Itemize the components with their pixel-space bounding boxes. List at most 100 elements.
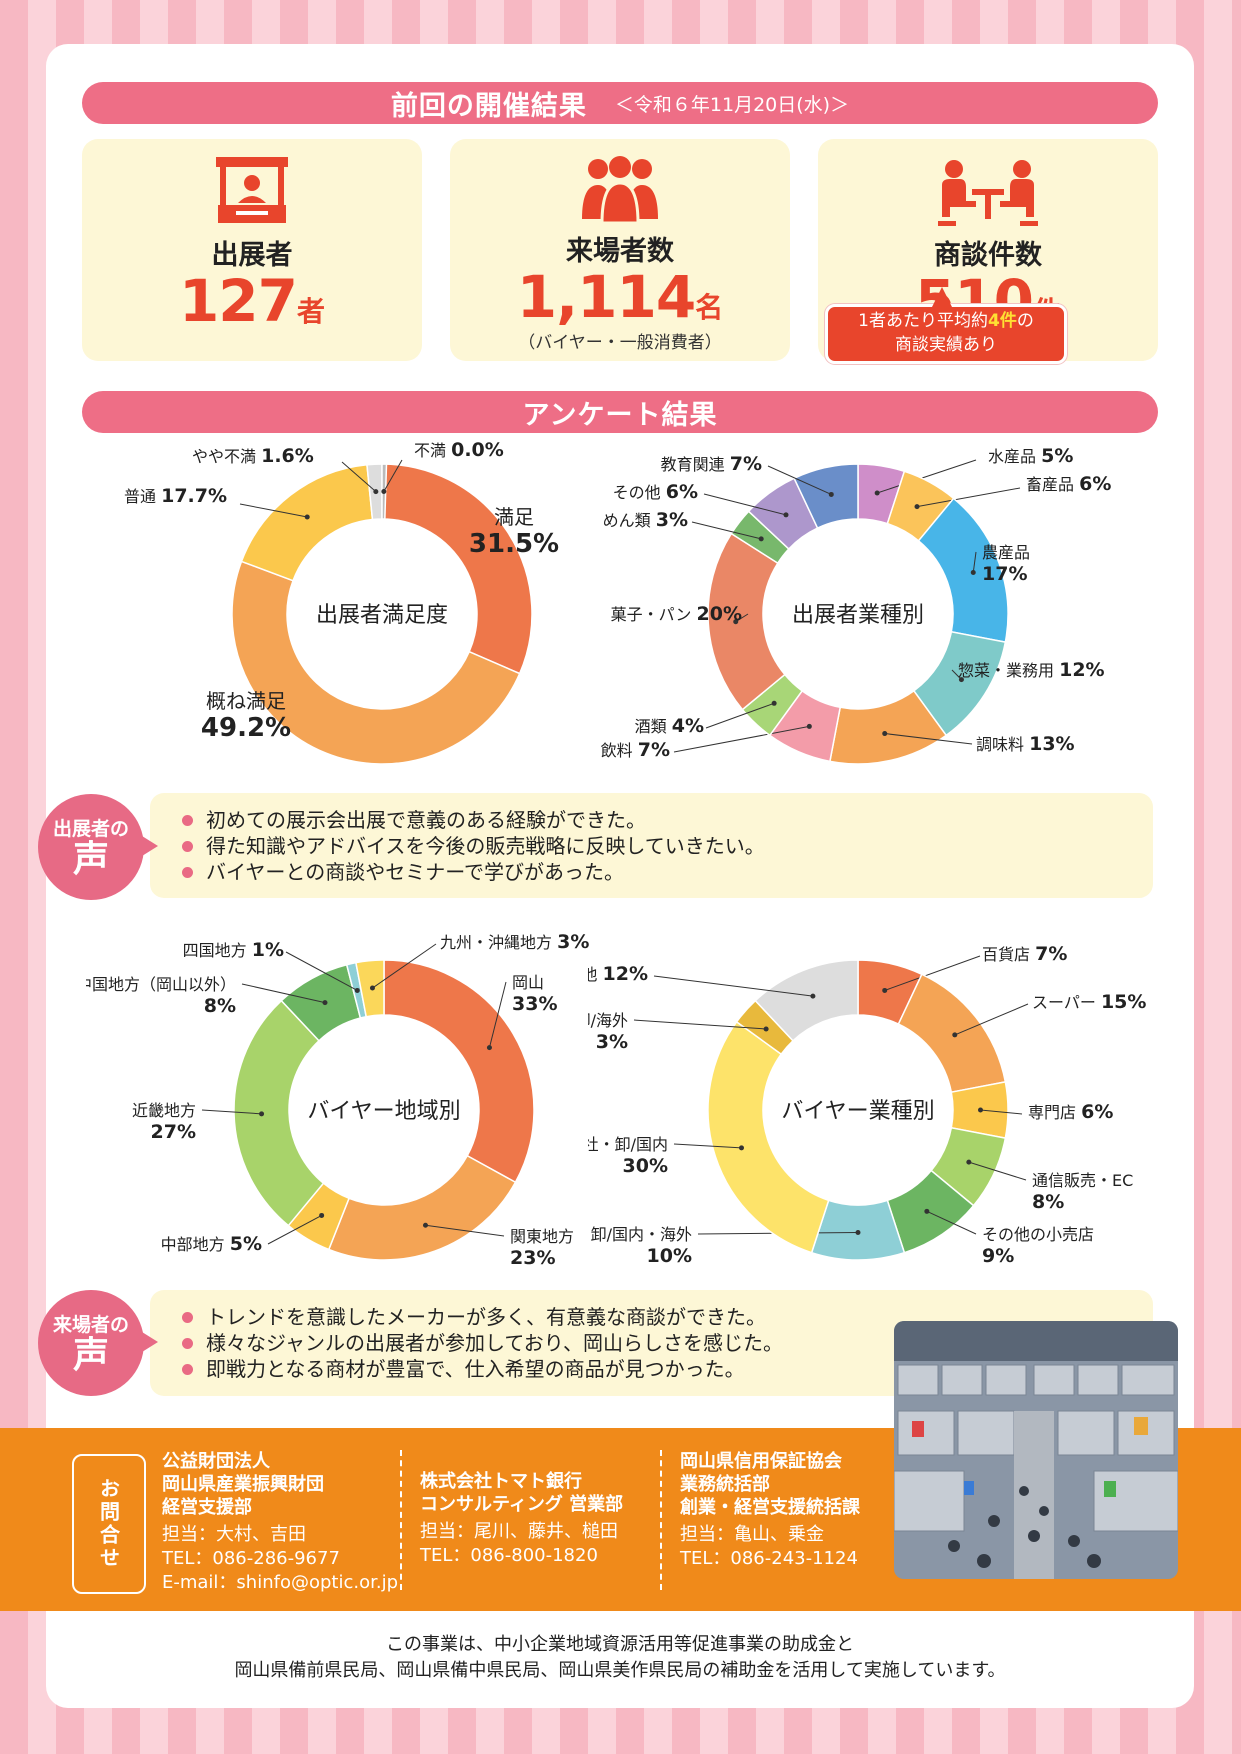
- badge-small-text: 出展者の: [52, 818, 129, 840]
- leader-line: [673, 1143, 742, 1149]
- callout-text-a: 1者あたり平均約: [858, 311, 988, 331]
- leader-line: [372, 943, 437, 989]
- segment-label: 九州・沖縄地方 3%: [440, 931, 589, 953]
- funding-note-line2: 岡山県備前県民局、岡山県備中県民局、岡山県美作県民局の補助金を活用して実施してい…: [234, 1660, 1006, 1681]
- org-person: 担当：尾川、藤井、槌田: [420, 1521, 618, 1542]
- segment-label: やや不満 1.6%: [192, 445, 314, 467]
- segment-label: 菓子・パン 20%: [611, 603, 742, 625]
- donut-segment: [793, 463, 859, 530]
- badge-big-text: 声: [72, 1335, 109, 1376]
- exhibitor-satisfaction-chart: 満足 31.5% 概ね満足 49.2% 普通 17.7% やや不満 1.6% 不満 0.0%…: [124, 440, 559, 765]
- survey-banner: アンケート結果: [82, 391, 1158, 433]
- leader-dot: [738, 1145, 744, 1151]
- meeting-icon: [938, 160, 1038, 226]
- segment-label: 満足 31.5%: [469, 505, 559, 559]
- leader-line: [972, 551, 977, 573]
- leader-line: [735, 613, 749, 623]
- donut-segment: [707, 1020, 830, 1254]
- contact-org-3: 岡山県信用保証協会 業務統括部 創業・経営支援統括課 担当：亀山、乗金 TEL：…: [680, 1450, 860, 1571]
- chart-title: バイヤー地域別: [307, 1099, 460, 1124]
- leader-line: [951, 669, 962, 680]
- meeting-average-callout: 1者あたり平均約4件の 商談実績あり: [825, 287, 1067, 364]
- org-name-line: 公益財団法人: [162, 1451, 270, 1472]
- leader-line: [267, 1214, 322, 1245]
- segment-label: 農産品 17%: [982, 543, 1030, 585]
- org-name-line: 業務統括部: [680, 1474, 770, 1495]
- segment-label: 教育関連 7%: [661, 453, 762, 475]
- leader-line: [884, 733, 973, 745]
- org-name-line: 株式会社トマト銀行: [420, 1471, 582, 1492]
- leader-line: [705, 702, 775, 729]
- segment-label: 普通 17.7%: [124, 485, 227, 507]
- org-name-line: 岡山県信用保証協会: [680, 1451, 842, 1472]
- leader-line: [341, 461, 377, 493]
- leader-dot: [322, 1000, 328, 1006]
- divider: [400, 1450, 402, 1590]
- stat-card-visitors: 来場者数 1,114名 （バイヤー・一般消費者）: [450, 139, 790, 361]
- leader-line: [691, 521, 762, 540]
- leader-line: [383, 459, 403, 492]
- exhibition-hall-illustration: [894, 1321, 1178, 1579]
- segment-label: 酒類 4%: [635, 715, 704, 737]
- badge-big-text: 声: [72, 839, 109, 880]
- org-tel[interactable]: TEL：086-243-1124: [680, 1548, 858, 1569]
- donut-segment: [327, 1154, 517, 1261]
- leader-line: [488, 981, 507, 1048]
- divider: [660, 1450, 662, 1590]
- voice-item: トレンドを意識したメーカーが多く、有意義な商談ができた。: [180, 1304, 1153, 1330]
- segment-label: めん類 3%: [603, 509, 688, 531]
- chart-title: 出展者満足度: [316, 603, 448, 628]
- exhibition-photo: [894, 1321, 1178, 1579]
- donut-segment: [381, 463, 533, 675]
- voice-item: バイヤーとの商談やセミナーで学びがあった。: [180, 859, 1153, 885]
- stat-unit: 名: [695, 291, 724, 324]
- buyer-region-chart: 岡山 33% 関東地方 23% 中部地方 5% 近畿地方 27% 中国地方（岡山以外） 8% 四国…: [86, 931, 589, 1269]
- segment-label: 畜産品 6%: [1026, 473, 1111, 495]
- org-tel[interactable]: TEL：086-800-1820: [420, 1545, 598, 1566]
- stat-note: （バイヤー・一般消費者）: [518, 333, 722, 353]
- segment-label: その他 12%: [588, 963, 648, 985]
- exhibitor-voice-box: 初めての展示会出展で意義のある経験ができた。 得た知識やアドバイスを今後の販売戦…: [150, 793, 1153, 898]
- funding-note: この事業は、中小企業地域資源活用等促進事業の助成金と 岡山県備前県民局、岡山県備…: [46, 1632, 1194, 1684]
- leader-line: [884, 955, 981, 991]
- leader-line: [703, 493, 787, 516]
- donut-segment: [897, 973, 1007, 1094]
- stat-card-exhibitors: 出展者 127者: [82, 139, 422, 361]
- visitor-voice-badge: 来場者の 声: [38, 1290, 158, 1396]
- segment-label: 中部地方 5%: [161, 1233, 262, 1255]
- voice-item: 得た知識やアドバイスを今後の販売戦略に反映していきたい。: [180, 833, 1153, 859]
- leader-line: [653, 975, 813, 997]
- donut-segment: [231, 560, 521, 765]
- segment-label: 近畿地方 27%: [132, 1101, 196, 1143]
- voice-item: 様々なジャンルの出展者が参加しており、岡山らしさを感じた。: [180, 1330, 1153, 1356]
- org-name-line: 創業・経営支援統括課: [680, 1497, 860, 1518]
- segment-label: 不満 0.0%: [414, 440, 504, 461]
- chart-title: バイヤー業種別: [781, 1099, 934, 1124]
- leader-dot: [381, 489, 387, 495]
- funding-note-line1: この事業は、中小企業地域資源活用等促進事業の助成金と: [386, 1634, 854, 1655]
- people-icon: [582, 156, 658, 225]
- org-tel[interactable]: TEL：086-286-9677: [162, 1548, 340, 1569]
- callout-text-b: の: [1016, 311, 1034, 331]
- leader-dot: [970, 570, 976, 576]
- callout-text-line2: 商談実績あり: [895, 335, 997, 355]
- leader-dot: [783, 512, 789, 518]
- results-banner: 前回の開催結果 ＜令和６年11月20日(水)＞: [82, 82, 1158, 124]
- leader-line: [916, 487, 1021, 508]
- leader-line: [877, 459, 977, 494]
- leader-line: [201, 1109, 262, 1115]
- org-email[interactable]: E-mail：shinfo@optic.or.jp: [162, 1572, 399, 1593]
- leader-line: [767, 465, 832, 495]
- segment-label: 商社・卸/海外3%: [588, 1011, 628, 1053]
- badge-small-text: 来場者の: [52, 1314, 129, 1336]
- donut-segment: [754, 959, 859, 1042]
- stat-label: 商談件数: [934, 240, 1042, 271]
- segment-label: 関東地方 23%: [510, 1227, 574, 1269]
- leader-line: [968, 1161, 1027, 1181]
- contact-org-2: 株式会社トマト銀行 コンサルティング 営業部 担当：尾川、藤井、槌田 TEL：0…: [420, 1470, 623, 1568]
- stat-unit: 者: [297, 295, 326, 328]
- donut-segment: [355, 959, 385, 1018]
- stat-value: 127: [178, 267, 298, 335]
